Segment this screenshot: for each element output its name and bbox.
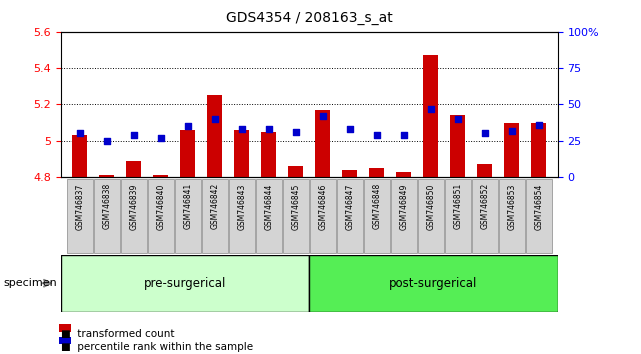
Bar <box>126 161 141 177</box>
Text: ■  transformed count: ■ transformed count <box>61 329 174 339</box>
Point <box>129 132 139 138</box>
FancyBboxPatch shape <box>364 178 390 253</box>
Bar <box>369 168 384 177</box>
Text: GSM746852: GSM746852 <box>480 183 489 229</box>
Point <box>372 132 382 138</box>
FancyBboxPatch shape <box>445 178 470 253</box>
Bar <box>153 175 168 177</box>
Bar <box>235 130 249 177</box>
Text: GSM746837: GSM746837 <box>75 183 85 230</box>
Bar <box>531 122 546 177</box>
FancyBboxPatch shape <box>67 178 93 253</box>
Text: GDS4354 / 208163_s_at: GDS4354 / 208163_s_at <box>226 11 393 25</box>
Point <box>506 128 517 133</box>
Bar <box>504 122 519 177</box>
Point <box>479 131 490 136</box>
FancyBboxPatch shape <box>202 178 228 253</box>
Text: GSM746851: GSM746851 <box>453 183 462 229</box>
Point <box>237 126 247 132</box>
Bar <box>478 164 492 177</box>
FancyBboxPatch shape <box>121 178 147 253</box>
Text: GSM746842: GSM746842 <box>210 183 219 229</box>
Point <box>453 116 463 122</box>
Text: post-surgerical: post-surgerical <box>389 277 478 290</box>
Text: specimen: specimen <box>3 278 57 288</box>
FancyBboxPatch shape <box>309 255 558 312</box>
Point <box>345 126 355 132</box>
Point <box>263 126 274 132</box>
Point <box>183 124 193 129</box>
Bar <box>423 56 438 177</box>
Bar <box>342 170 357 177</box>
Text: GSM746849: GSM746849 <box>399 183 408 230</box>
Text: GSM746846: GSM746846 <box>319 183 328 230</box>
Text: GSM746839: GSM746839 <box>129 183 138 230</box>
FancyBboxPatch shape <box>148 178 174 253</box>
Text: GSM746838: GSM746838 <box>103 183 112 229</box>
Point <box>102 138 112 144</box>
Text: GSM746848: GSM746848 <box>372 183 381 229</box>
Point <box>318 113 328 119</box>
Point <box>156 135 166 141</box>
Point <box>426 106 436 112</box>
FancyBboxPatch shape <box>472 178 497 253</box>
FancyBboxPatch shape <box>310 178 336 253</box>
FancyBboxPatch shape <box>229 178 254 253</box>
Bar <box>207 95 222 177</box>
Text: GSM746840: GSM746840 <box>156 183 165 230</box>
FancyBboxPatch shape <box>175 178 201 253</box>
FancyBboxPatch shape <box>94 178 120 253</box>
Bar <box>315 110 330 177</box>
Bar <box>262 132 276 177</box>
Text: pre-surgerical: pre-surgerical <box>144 277 226 290</box>
FancyBboxPatch shape <box>283 178 309 253</box>
Bar <box>451 115 465 177</box>
Text: GSM746853: GSM746853 <box>507 183 516 230</box>
Text: GSM746854: GSM746854 <box>534 183 544 230</box>
Point <box>399 132 409 138</box>
Point <box>534 122 544 127</box>
Text: GSM746843: GSM746843 <box>237 183 246 230</box>
FancyBboxPatch shape <box>337 178 363 253</box>
Bar <box>99 175 114 177</box>
Text: GSM746850: GSM746850 <box>426 183 435 230</box>
Text: GSM746844: GSM746844 <box>264 183 273 230</box>
Bar <box>396 172 412 177</box>
Point <box>290 129 301 135</box>
FancyBboxPatch shape <box>526 178 552 253</box>
Bar <box>180 130 196 177</box>
FancyBboxPatch shape <box>256 178 282 253</box>
FancyBboxPatch shape <box>418 178 444 253</box>
Point <box>210 116 220 122</box>
Point <box>74 131 85 136</box>
Text: GSM746841: GSM746841 <box>183 183 192 229</box>
FancyBboxPatch shape <box>61 255 309 312</box>
FancyBboxPatch shape <box>499 178 525 253</box>
Bar <box>72 135 87 177</box>
FancyBboxPatch shape <box>391 178 417 253</box>
Text: GSM746847: GSM746847 <box>345 183 354 230</box>
Text: GSM746845: GSM746845 <box>291 183 300 230</box>
Bar <box>288 166 303 177</box>
Text: ■  percentile rank within the sample: ■ percentile rank within the sample <box>61 342 253 352</box>
